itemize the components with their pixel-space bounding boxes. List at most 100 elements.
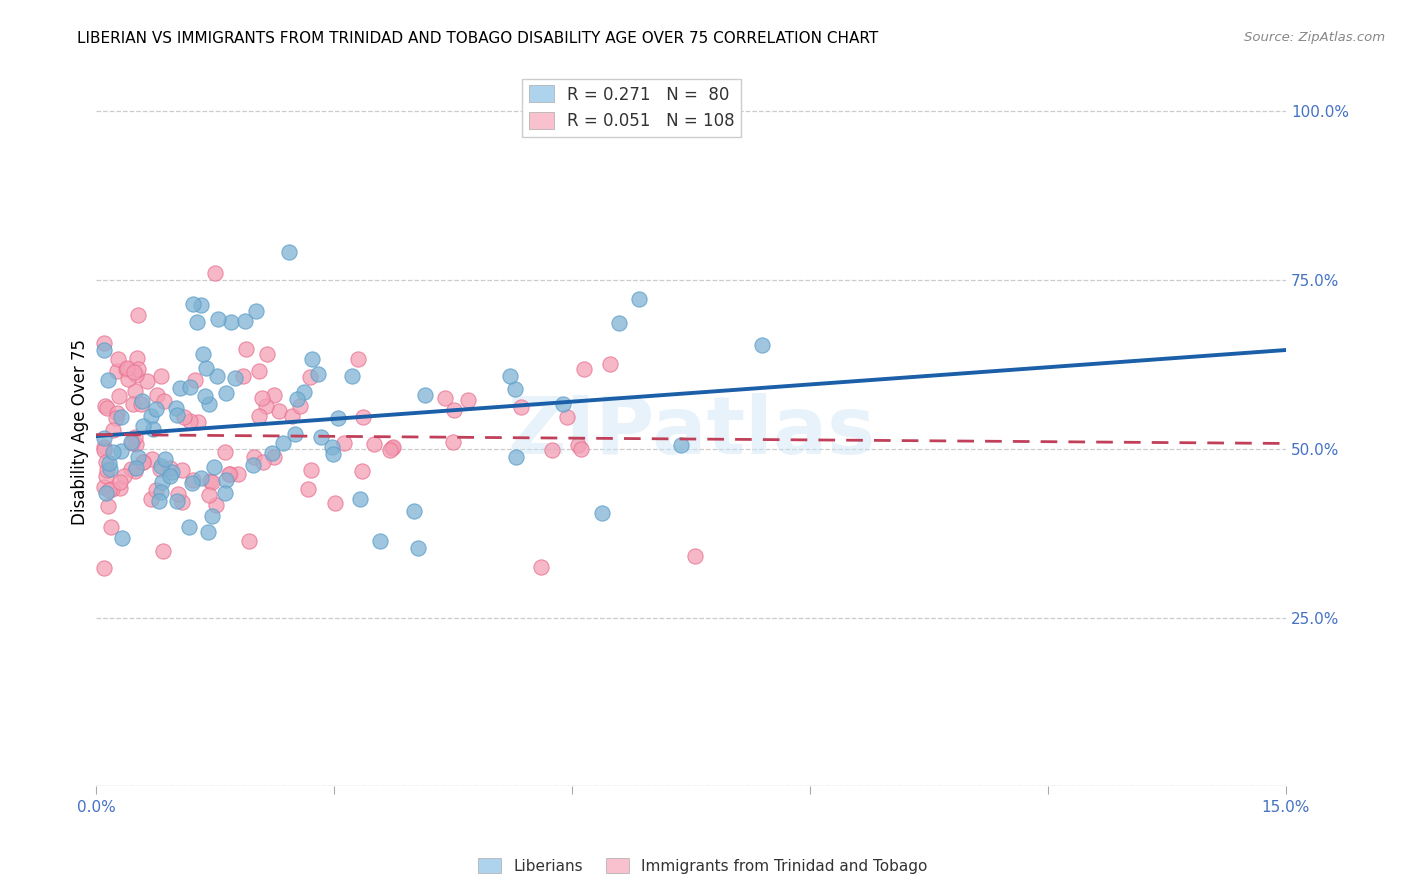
Point bbox=[141, 451, 163, 466]
Point bbox=[124, 384, 146, 399]
Point bbox=[297, 482, 319, 496]
Point bbox=[139, 409, 162, 423]
Point bbox=[325, 496, 347, 510]
Point bbox=[104, 411, 127, 425]
Point bbox=[214, 486, 236, 500]
Point bbox=[263, 450, 285, 465]
Point bbox=[298, 369, 321, 384]
Point bbox=[105, 406, 128, 420]
Point bbox=[96, 455, 118, 469]
Point bbox=[115, 361, 138, 376]
Point bbox=[215, 386, 238, 401]
Point bbox=[150, 475, 173, 489]
Point bbox=[243, 450, 266, 465]
Point bbox=[132, 419, 155, 434]
Point bbox=[173, 410, 195, 425]
Point bbox=[187, 416, 209, 430]
Point bbox=[307, 368, 329, 382]
Point bbox=[406, 541, 429, 556]
Point bbox=[179, 380, 201, 394]
Point bbox=[98, 462, 121, 476]
Point bbox=[402, 504, 425, 518]
Point bbox=[190, 298, 212, 312]
Point bbox=[233, 313, 256, 327]
Point bbox=[198, 475, 221, 489]
Point bbox=[219, 467, 242, 482]
Point bbox=[117, 372, 139, 386]
Point bbox=[97, 373, 120, 387]
Point bbox=[284, 427, 307, 442]
Point bbox=[350, 464, 373, 478]
Point bbox=[256, 347, 278, 361]
Point bbox=[120, 434, 142, 449]
Point bbox=[181, 473, 204, 487]
Point bbox=[169, 380, 191, 394]
Point bbox=[250, 392, 273, 406]
Point bbox=[181, 297, 204, 311]
Point bbox=[224, 371, 246, 385]
Point bbox=[247, 409, 270, 423]
Point bbox=[553, 397, 575, 411]
Point bbox=[232, 368, 254, 383]
Point bbox=[93, 479, 115, 493]
Point bbox=[190, 470, 212, 484]
Point bbox=[93, 431, 115, 445]
Point bbox=[131, 393, 153, 408]
Point bbox=[278, 244, 301, 259]
Point bbox=[129, 397, 152, 411]
Point bbox=[204, 266, 226, 280]
Point bbox=[94, 486, 117, 500]
Point bbox=[201, 475, 224, 490]
Point bbox=[290, 399, 312, 413]
Point bbox=[124, 464, 146, 478]
Point bbox=[309, 430, 332, 444]
Point bbox=[149, 485, 172, 500]
Point bbox=[381, 440, 404, 454]
Point bbox=[98, 483, 121, 497]
Point bbox=[263, 388, 285, 402]
Point bbox=[93, 440, 115, 454]
Point bbox=[510, 400, 533, 414]
Point bbox=[100, 519, 122, 533]
Point bbox=[167, 487, 190, 501]
Point bbox=[125, 461, 148, 475]
Point bbox=[179, 520, 201, 534]
Point bbox=[245, 304, 267, 318]
Point bbox=[205, 498, 228, 512]
Point bbox=[94, 469, 117, 483]
Point bbox=[94, 399, 117, 413]
Point bbox=[247, 364, 270, 378]
Point bbox=[96, 401, 118, 415]
Legend: Liberians, Immigrants from Trinidad and Tobago: Liberians, Immigrants from Trinidad and … bbox=[472, 852, 934, 880]
Point bbox=[184, 373, 207, 387]
Point bbox=[443, 403, 465, 417]
Point bbox=[363, 436, 385, 450]
Point bbox=[107, 351, 129, 366]
Point bbox=[146, 388, 169, 402]
Point bbox=[299, 462, 322, 476]
Point bbox=[127, 309, 149, 323]
Point bbox=[145, 483, 167, 497]
Point bbox=[127, 362, 149, 376]
Point bbox=[669, 438, 692, 452]
Point bbox=[101, 482, 124, 496]
Point bbox=[219, 315, 242, 329]
Point bbox=[125, 437, 148, 451]
Point bbox=[555, 410, 578, 425]
Point bbox=[152, 544, 174, 558]
Point bbox=[321, 440, 343, 454]
Point bbox=[124, 430, 146, 444]
Point bbox=[609, 317, 631, 331]
Legend: R = 0.271   N =  80, R = 0.051   N = 108: R = 0.271 N = 80, R = 0.051 N = 108 bbox=[522, 78, 741, 136]
Text: LIBERIAN VS IMMIGRANTS FROM TRINIDAD AND TOBAGO DISABILITY AGE OVER 75 CORRELATI: LIBERIAN VS IMMIGRANTS FROM TRINIDAD AND… bbox=[77, 31, 879, 46]
Point bbox=[415, 388, 437, 402]
Point bbox=[260, 445, 283, 459]
Point bbox=[541, 443, 564, 458]
Point bbox=[93, 443, 115, 458]
Point bbox=[97, 500, 120, 514]
Point bbox=[153, 452, 176, 467]
Point bbox=[148, 462, 170, 476]
Point bbox=[226, 467, 249, 482]
Point bbox=[193, 347, 215, 361]
Y-axis label: Disability Age Over 75: Disability Age Over 75 bbox=[72, 339, 89, 524]
